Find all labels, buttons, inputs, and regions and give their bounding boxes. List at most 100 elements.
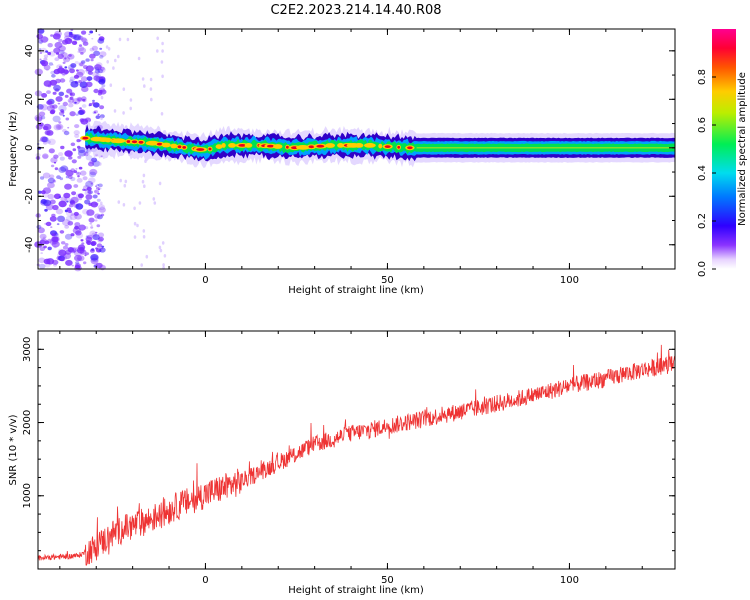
noise-blob	[122, 87, 126, 91]
snr-x-tick-label: 50	[381, 575, 394, 586]
noise-blob	[70, 176, 76, 182]
snr-x-tick-label: 100	[560, 575, 579, 586]
noise-blob	[85, 240, 91, 244]
noise-blob	[96, 186, 100, 190]
noise-blob	[43, 245, 47, 249]
noise-blob	[156, 49, 159, 53]
noise-blob	[62, 128, 67, 133]
noise-blob	[87, 190, 92, 194]
band-peak	[177, 145, 182, 149]
noise-blob	[45, 203, 54, 211]
noise-blob	[94, 213, 101, 219]
noise-blob	[60, 196, 68, 202]
noise-blob	[68, 64, 75, 70]
noise-blob	[37, 227, 45, 234]
band-peak-halo	[221, 143, 226, 148]
noise-blob	[52, 259, 59, 265]
noise-blob	[45, 221, 52, 227]
noise-blob	[68, 100, 71, 102]
noise-blob	[74, 101, 77, 104]
noise-blob	[64, 243, 69, 246]
noise-blob	[161, 41, 164, 46]
noise-blob	[39, 42, 43, 45]
noise-blob	[100, 116, 103, 121]
noise-blob	[57, 67, 65, 74]
noise-blob	[74, 61, 79, 65]
noise-blob	[54, 167, 59, 171]
noise-blob	[85, 58, 90, 62]
noise-blob	[68, 156, 73, 160]
noise-blob	[65, 117, 70, 121]
noise-blob	[43, 54, 49, 59]
band-peak-halo	[104, 137, 112, 143]
noise-blob	[112, 66, 115, 70]
noise-blob	[97, 113, 100, 116]
noise-blob	[152, 197, 156, 201]
noise-blob	[77, 46, 85, 52]
noise-blob	[92, 71, 99, 78]
noise-blob	[51, 74, 56, 78]
noise-blob	[58, 152, 64, 157]
noise-blob	[96, 224, 101, 228]
noise-blob	[101, 205, 104, 210]
noise-blob	[54, 30, 62, 37]
noise-blob	[70, 213, 75, 216]
noise-blob	[77, 175, 80, 178]
noise-blob	[64, 94, 69, 98]
noise-blob	[93, 75, 101, 81]
noise-blob	[106, 60, 109, 64]
noise-blob	[70, 233, 75, 237]
noise-blob	[90, 253, 99, 261]
snr-panel: 0 50 100 1000 2000 3000 Height of straight l…	[8, 330, 676, 596]
noise-blob	[48, 148, 55, 154]
noise-blob	[149, 77, 153, 82]
noise-blob	[113, 109, 117, 113]
noise-blob	[77, 145, 81, 149]
noise-blob	[99, 66, 105, 71]
band-peak	[407, 146, 413, 150]
snr-y-ticks: 1000 2000 3000	[22, 330, 675, 552]
noise-blob	[42, 154, 49, 160]
snr-series-line	[38, 344, 675, 566]
noise-blob	[64, 233, 73, 240]
noise-blob	[76, 139, 81, 143]
noise-blob	[118, 37, 122, 42]
noise-blob	[53, 84, 61, 91]
noise-blob	[40, 176, 45, 180]
noise-blob	[68, 203, 74, 208]
noise-blob	[56, 223, 60, 226]
noise-blob	[58, 193, 61, 196]
noise-blob	[66, 207, 72, 212]
spectrogram-y-ticks: 40 20 0 -20 -40	[24, 44, 675, 253]
noise-blob	[55, 96, 63, 102]
noise-blob	[160, 60, 164, 64]
noise-blob	[92, 99, 95, 102]
noise-blob	[40, 199, 47, 204]
noise-blob	[39, 52, 43, 54]
noise-blob	[81, 242, 85, 245]
noise-blob	[90, 182, 93, 185]
noise-blob	[62, 61, 66, 64]
noise-blob	[73, 170, 78, 174]
noise-blob	[57, 125, 62, 129]
noise-blob	[48, 51, 56, 57]
noise-blob	[150, 97, 153, 102]
noise-blob	[43, 64, 51, 71]
noise-blob	[63, 192, 71, 199]
noise-blob	[80, 52, 84, 55]
noise-blob	[74, 225, 79, 230]
noise-blob	[87, 70, 93, 75]
noise-blob	[67, 67, 72, 70]
noise-blob	[89, 53, 96, 59]
band-peak	[138, 140, 144, 144]
noise-blob	[51, 236, 59, 243]
noise-blob	[97, 66, 106, 74]
band-peak	[182, 146, 187, 149]
noise-blob	[62, 114, 65, 117]
noise-blob	[56, 64, 63, 70]
noise-blob	[52, 104, 58, 109]
noise-blob	[77, 193, 84, 199]
noise-blob	[114, 58, 117, 63]
noise-blob	[51, 233, 56, 237]
noise-blob	[76, 69, 79, 72]
